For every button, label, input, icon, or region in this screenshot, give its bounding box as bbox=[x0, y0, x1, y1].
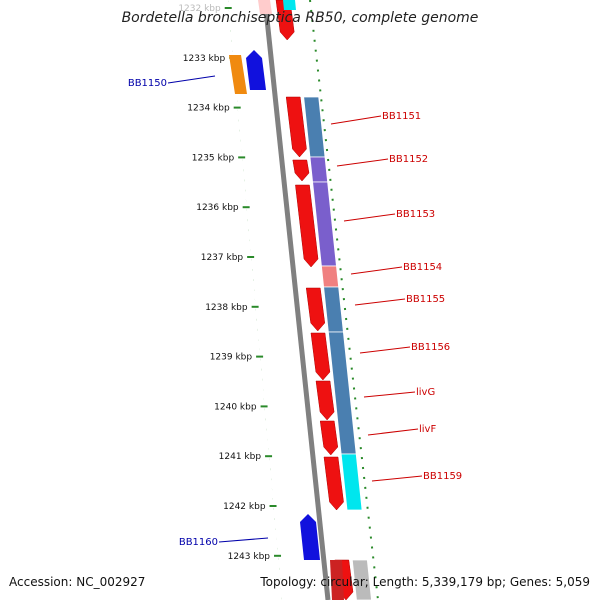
reverse-cds-arrow bbox=[246, 50, 266, 90]
accession-text: Accession: NC_002927 bbox=[9, 575, 146, 589]
forward-cds-arrow bbox=[323, 456, 344, 511]
tick-label: 1240 kbp bbox=[214, 402, 257, 412]
gene-label-bb1156[interactable]: BB1156 bbox=[411, 342, 450, 353]
cog-category-block bbox=[283, 0, 296, 10]
forward-cds-arrow bbox=[310, 332, 331, 381]
gene-features bbox=[229, 0, 372, 600]
tick-label: 1235 kbp bbox=[192, 153, 235, 163]
forward-cds-arrow bbox=[305, 287, 326, 332]
label-leader bbox=[359, 346, 411, 354]
species-name: Bordetella bronchiseptica bbox=[121, 10, 301, 26]
tick-label: 1233 kbp bbox=[183, 54, 226, 64]
tick-label: 1234 kbp bbox=[187, 104, 230, 114]
tick-label: 1238 kbp bbox=[205, 303, 248, 313]
map-title: Bordetella bronchiseptica RB50, complete… bbox=[0, 10, 600, 26]
label-leader bbox=[363, 391, 416, 398]
tick-label: 1239 kbp bbox=[210, 353, 253, 363]
label-leader bbox=[167, 75, 216, 84]
forward-cds-arrow bbox=[319, 420, 339, 456]
genome-backbone bbox=[262, 0, 331, 600]
cog-category-block bbox=[340, 453, 363, 511]
label-leader bbox=[330, 115, 382, 125]
gene-label-bb1150[interactable]: BB1150 bbox=[128, 78, 167, 89]
gene-label-bb1160[interactable]: BB1160 bbox=[179, 537, 218, 548]
feature-band bbox=[228, 0, 376, 600]
reverse-cds-arrow bbox=[300, 514, 320, 560]
gene-label-bb1151[interactable]: BB1151 bbox=[382, 111, 421, 122]
forward-cds-arrow bbox=[330, 560, 344, 600]
gene-label-bb1152[interactable]: BB1152 bbox=[389, 154, 428, 165]
forward-cds-arrow bbox=[295, 184, 319, 268]
tick-label: 1236 kbp bbox=[196, 203, 239, 213]
tick-label: 1242 kbp bbox=[223, 502, 266, 512]
forward-cds-arrow bbox=[292, 159, 310, 182]
label-leader bbox=[371, 475, 423, 482]
forward-cds-arrow bbox=[285, 96, 307, 158]
tick-label: 1232 kbp bbox=[178, 4, 221, 14]
cog-category-block bbox=[258, 0, 272, 14]
outer-ring-right bbox=[309, 0, 379, 600]
genome-summary-text: Topology: circular; Length: 5,339,179 bp… bbox=[260, 575, 590, 589]
cog-category-block bbox=[320, 265, 340, 288]
label-leader bbox=[350, 266, 403, 275]
label-leader bbox=[354, 298, 406, 306]
gene-label-livg[interactable]: livG bbox=[416, 387, 435, 398]
tick-label: 1243 kbp bbox=[228, 552, 271, 562]
gene-label-bb1159[interactable]: BB1159 bbox=[423, 471, 462, 482]
tick-label: 1237 kbp bbox=[201, 253, 244, 263]
gene-label-bb1154[interactable]: BB1154 bbox=[403, 262, 442, 273]
label-leader bbox=[343, 213, 396, 222]
gene-labels: BB1151 BB1152 BB1153 BB1154 BB1155 BB1156 livG… bbox=[128, 75, 462, 548]
tick-label: 1241 kbp bbox=[219, 452, 262, 462]
strain-name: RB50, complete genome bbox=[300, 10, 479, 26]
label-leader bbox=[367, 428, 419, 436]
gene-label-livf[interactable]: livF bbox=[419, 424, 436, 435]
cog-category-block bbox=[229, 55, 247, 94]
forward-cds-arrow bbox=[315, 380, 335, 421]
gene-label-bb1155[interactable]: BB1155 bbox=[406, 294, 445, 305]
cog-category-block bbox=[351, 559, 372, 600]
gene-label-bb1153[interactable]: BB1153 bbox=[396, 209, 435, 220]
label-leader bbox=[336, 158, 389, 167]
label-leader bbox=[218, 537, 269, 543]
cog-category-block bbox=[309, 156, 329, 183]
